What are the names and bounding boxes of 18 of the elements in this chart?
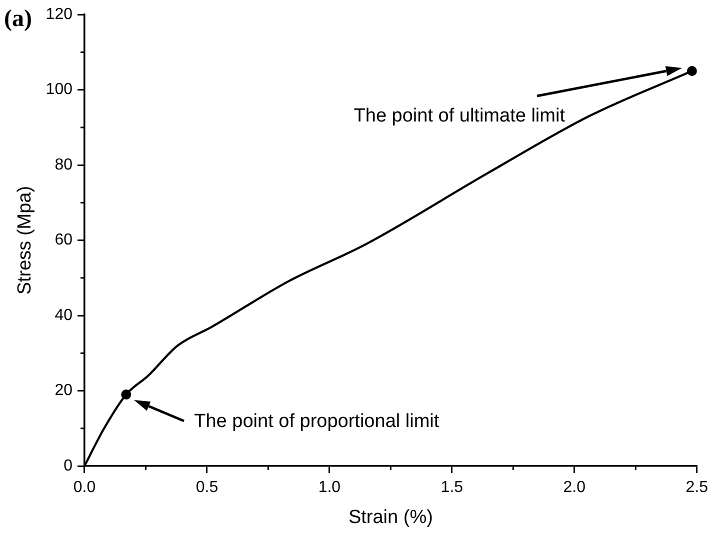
y-tick-label: 100	[46, 81, 73, 98]
annotation: The point of proportional limit	[194, 410, 440, 432]
y-axis-title: Stress (Mpa)	[14, 186, 36, 295]
x-tick-label: 2.0	[563, 479, 586, 496]
y-tick-label: 80	[54, 156, 73, 174]
y-tick-label: 20	[54, 382, 73, 400]
x-axis-title: Strain (%)	[348, 506, 433, 528]
y-tick-label: 40	[54, 306, 73, 324]
x-tick-label: 0.0	[73, 479, 96, 496]
annotation: The point of ultimate limit	[354, 105, 566, 126]
y-tick-label: 0	[64, 457, 73, 474]
y-tick-label: 120	[46, 6, 73, 24]
x-tick-label: 1.5	[440, 479, 464, 496]
y-tick-label: 60	[54, 232, 73, 249]
x-tick-label: 1.0	[318, 479, 341, 496]
text: (a)	[4, 6, 32, 32]
x-tick-label: 0.5	[196, 479, 218, 496]
x-tick-label: 2.5	[686, 479, 708, 496]
